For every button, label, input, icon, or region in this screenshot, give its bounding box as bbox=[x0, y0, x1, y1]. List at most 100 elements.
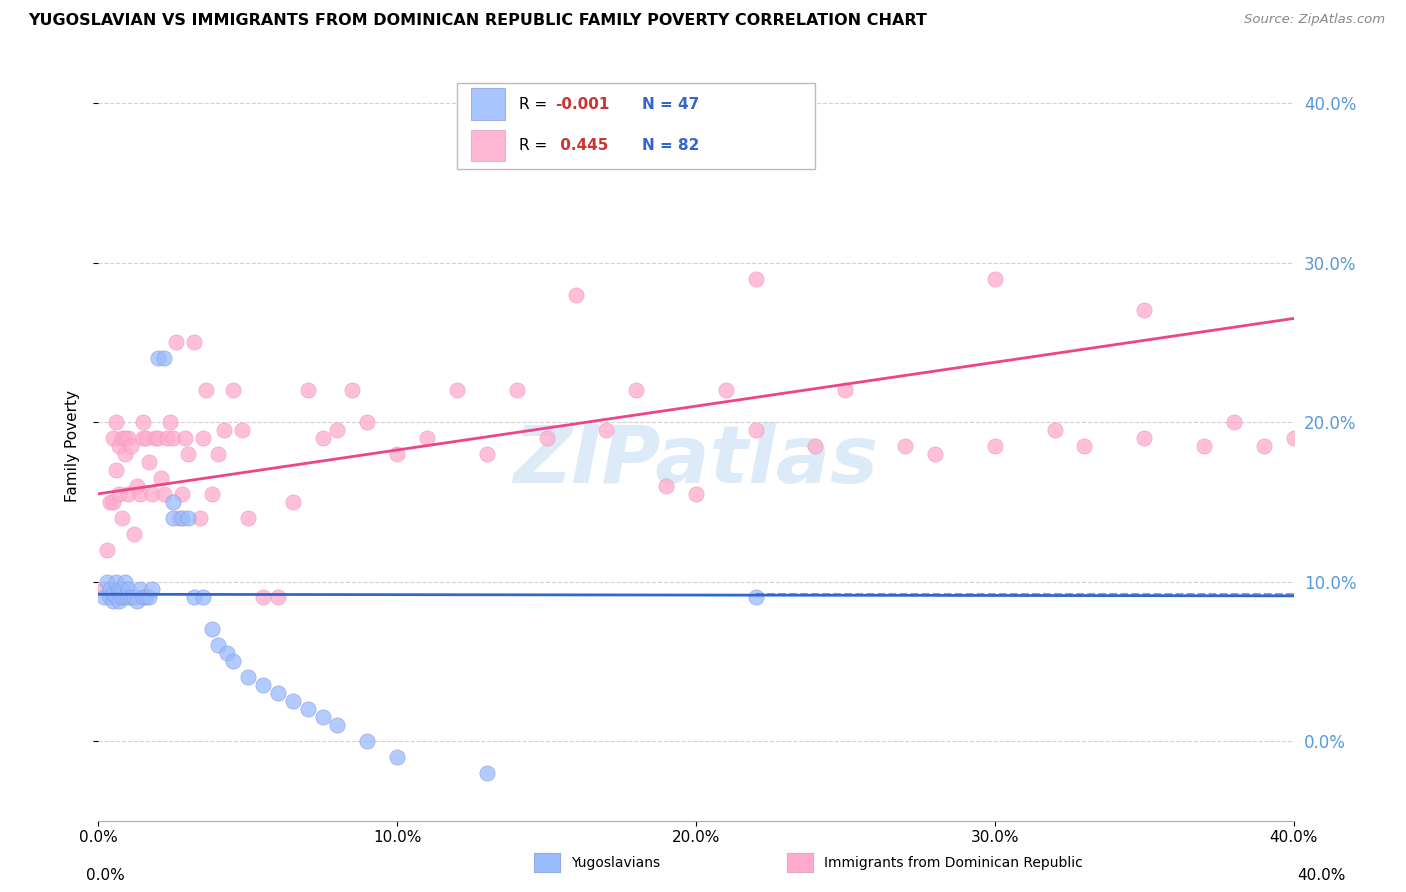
Point bbox=[153, 351, 176, 366]
Point bbox=[135, 431, 157, 445]
Point bbox=[108, 439, 131, 453]
Point bbox=[103, 593, 125, 607]
Y-axis label: Family Poverty: Family Poverty bbox=[65, 390, 80, 502]
Point bbox=[191, 591, 214, 605]
Point bbox=[1073, 439, 1095, 453]
Point bbox=[236, 670, 259, 684]
Point bbox=[1192, 439, 1215, 453]
Text: N = 82: N = 82 bbox=[643, 138, 700, 153]
Point bbox=[138, 455, 160, 469]
Point bbox=[183, 591, 205, 605]
Point bbox=[111, 591, 134, 605]
Point bbox=[111, 582, 134, 597]
Point bbox=[132, 415, 155, 429]
Point bbox=[281, 495, 304, 509]
Point bbox=[124, 591, 146, 605]
Point bbox=[536, 431, 558, 445]
Point bbox=[98, 495, 122, 509]
Point bbox=[195, 383, 218, 397]
Point bbox=[141, 582, 163, 597]
Point bbox=[177, 510, 200, 524]
Point bbox=[416, 431, 439, 445]
Point bbox=[114, 431, 136, 445]
Point bbox=[714, 383, 737, 397]
Point bbox=[162, 510, 184, 524]
Text: Source: ZipAtlas.com: Source: ZipAtlas.com bbox=[1244, 13, 1385, 27]
Point bbox=[1043, 423, 1066, 437]
Point bbox=[342, 383, 364, 397]
Point bbox=[153, 487, 176, 501]
Point bbox=[162, 495, 184, 509]
Point bbox=[207, 447, 229, 461]
Point bbox=[183, 335, 205, 350]
Point bbox=[127, 479, 149, 493]
Point bbox=[138, 591, 160, 605]
Point bbox=[93, 582, 115, 597]
Point bbox=[745, 271, 768, 285]
Point bbox=[120, 439, 142, 453]
Point bbox=[924, 447, 946, 461]
Point bbox=[177, 447, 200, 461]
Point bbox=[626, 383, 648, 397]
Point bbox=[201, 623, 224, 637]
Point bbox=[156, 431, 179, 445]
Point bbox=[141, 487, 163, 501]
Point bbox=[267, 591, 290, 605]
Point bbox=[191, 431, 214, 445]
Point bbox=[124, 526, 146, 541]
Point bbox=[105, 574, 128, 589]
Point bbox=[105, 591, 128, 605]
Point bbox=[231, 423, 253, 437]
Point bbox=[93, 591, 115, 605]
Point bbox=[252, 678, 274, 692]
Point bbox=[165, 335, 187, 350]
Point bbox=[1223, 415, 1246, 429]
Point bbox=[475, 447, 498, 461]
Point bbox=[745, 423, 768, 437]
Point bbox=[111, 431, 134, 445]
Point bbox=[96, 574, 118, 589]
Point bbox=[114, 574, 136, 589]
Point bbox=[117, 431, 139, 445]
Text: 40.0%: 40.0% bbox=[1298, 869, 1346, 883]
Point bbox=[132, 431, 155, 445]
Point bbox=[108, 487, 131, 501]
Point bbox=[129, 487, 152, 501]
Point bbox=[1133, 431, 1156, 445]
Point bbox=[120, 591, 142, 605]
Point bbox=[385, 750, 409, 764]
Point bbox=[135, 591, 157, 605]
Point bbox=[188, 510, 211, 524]
Point bbox=[1253, 439, 1275, 453]
Point bbox=[446, 383, 468, 397]
Point bbox=[117, 582, 139, 597]
Point bbox=[834, 383, 856, 397]
Point bbox=[655, 479, 678, 493]
FancyBboxPatch shape bbox=[471, 88, 505, 120]
Point bbox=[215, 646, 238, 660]
Text: YUGOSLAVIAN VS IMMIGRANTS FROM DOMINICAN REPUBLIC FAMILY POVERTY CORRELATION CHA: YUGOSLAVIAN VS IMMIGRANTS FROM DOMINICAN… bbox=[28, 13, 927, 29]
Point bbox=[117, 591, 139, 605]
Point bbox=[356, 734, 378, 748]
Point bbox=[162, 431, 184, 445]
Point bbox=[172, 487, 194, 501]
Point bbox=[174, 431, 197, 445]
Point bbox=[297, 702, 319, 716]
Point bbox=[1133, 303, 1156, 318]
Point bbox=[96, 542, 118, 557]
Text: R =: R = bbox=[519, 138, 553, 153]
Point bbox=[311, 710, 333, 724]
Text: 0.0%: 0.0% bbox=[86, 869, 125, 883]
Point bbox=[212, 423, 235, 437]
Text: 0.445: 0.445 bbox=[555, 138, 609, 153]
Point bbox=[132, 591, 155, 605]
Point bbox=[984, 271, 1007, 285]
Point bbox=[148, 431, 170, 445]
Point bbox=[98, 582, 122, 597]
Point bbox=[159, 415, 181, 429]
Point bbox=[565, 287, 588, 301]
Point bbox=[108, 582, 131, 597]
Text: R =: R = bbox=[519, 96, 553, 112]
Point bbox=[311, 431, 333, 445]
Point bbox=[297, 383, 319, 397]
